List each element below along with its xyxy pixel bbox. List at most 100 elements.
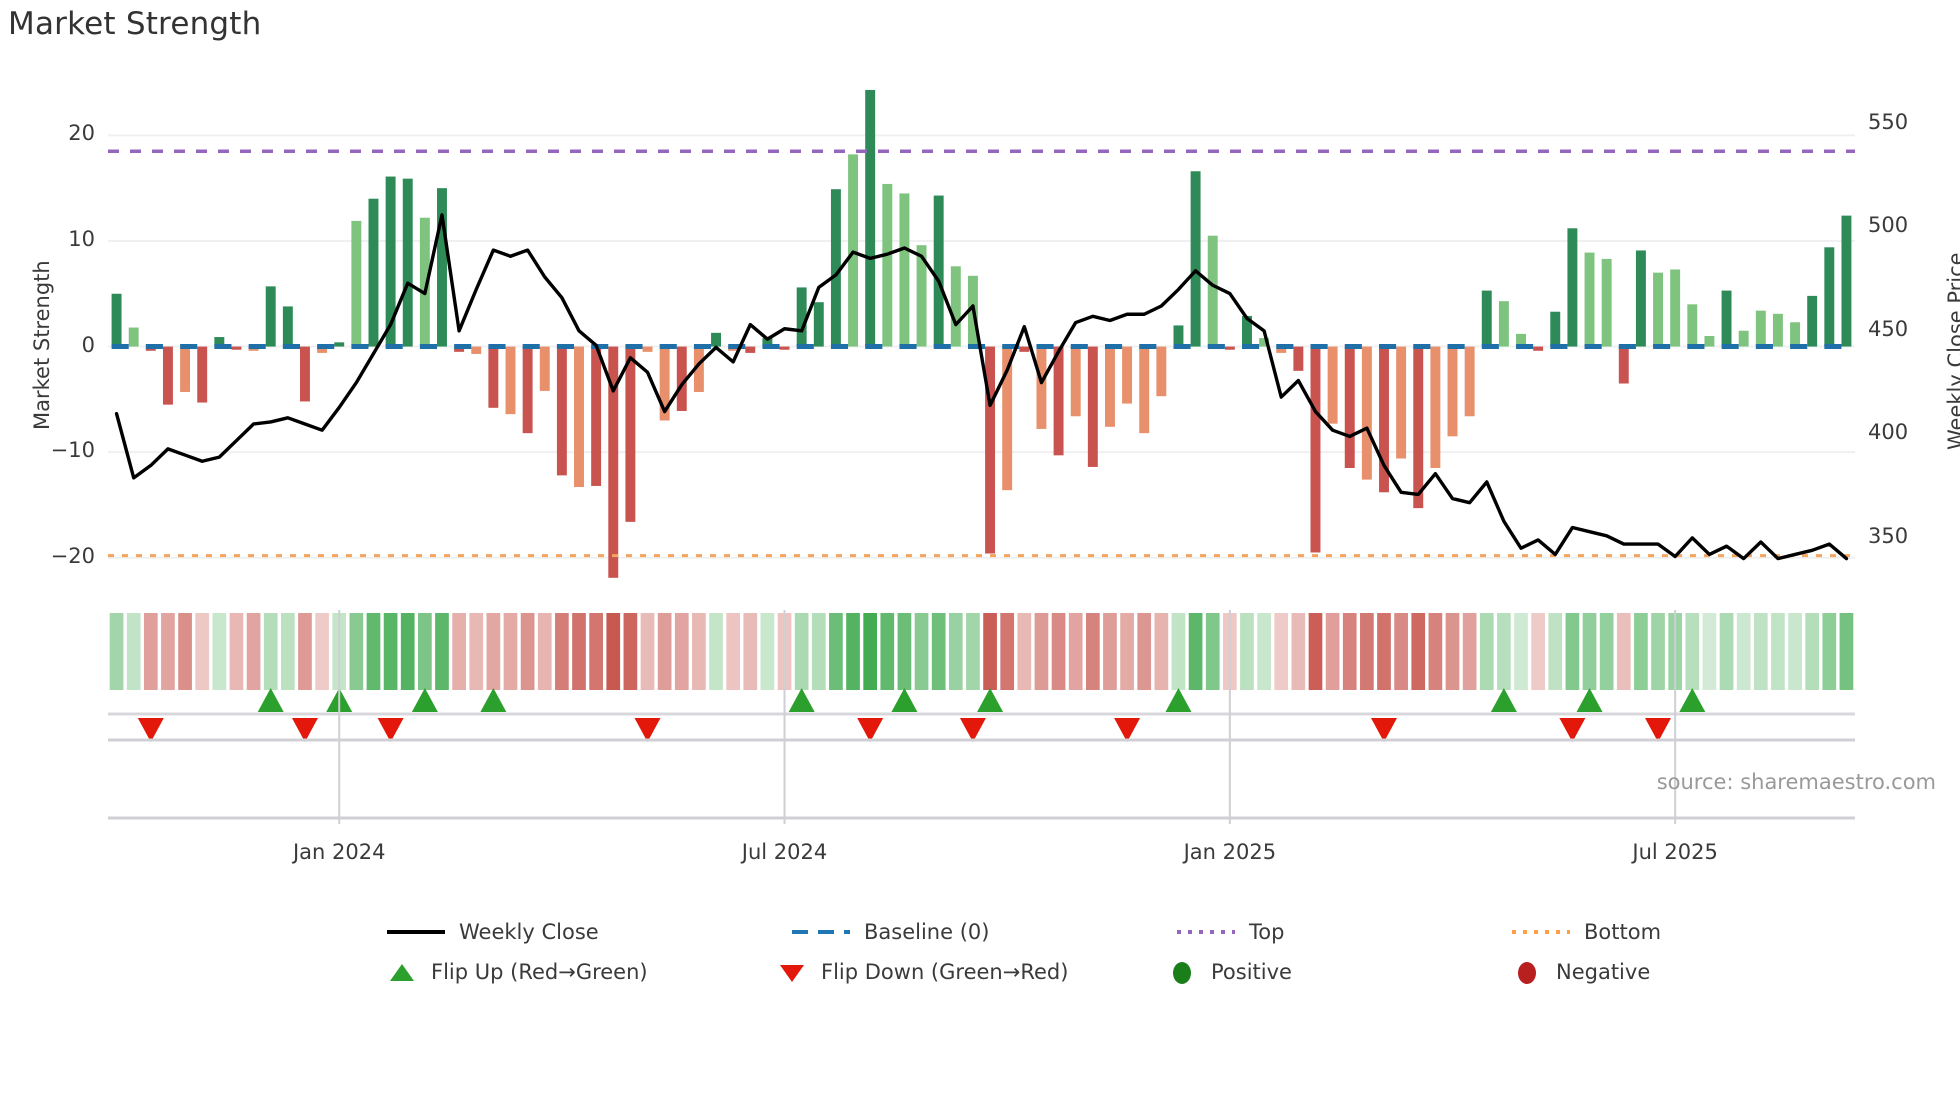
bar bbox=[1413, 346, 1424, 509]
heatmap-cell bbox=[863, 613, 878, 690]
bar bbox=[1635, 250, 1646, 347]
legend-item-dot[interactable]: Positive bbox=[1165, 960, 1292, 984]
heatmap-cell bbox=[657, 613, 672, 690]
marker-icon-dot bbox=[1165, 960, 1199, 984]
heatmap-cell bbox=[1308, 613, 1323, 690]
legend-item-label: Flip Up (Red→Green) bbox=[431, 960, 648, 984]
heatmap-cell bbox=[1085, 613, 1100, 690]
bar bbox=[830, 189, 841, 347]
heatmap-cell bbox=[1531, 613, 1545, 690]
heatmap-cell bbox=[1103, 613, 1117, 690]
chart-legend: Weekly Close Baseline (0) Top Bottom Flip U… bbox=[0, 920, 1960, 1030]
heatmap-cell bbox=[1736, 613, 1751, 690]
legend-item-triangle-down[interactable]: Flip Down (Green→Red) bbox=[775, 960, 1068, 984]
heatmap-cell bbox=[1514, 613, 1528, 690]
heatmap-cell bbox=[743, 613, 758, 690]
heatmap-cell bbox=[1188, 613, 1203, 690]
bar bbox=[1156, 346, 1167, 397]
heatmap-cell bbox=[1753, 613, 1768, 690]
heatmap-cell bbox=[1257, 613, 1271, 690]
heatmap-cell bbox=[1394, 613, 1408, 690]
heatmap-cell bbox=[1171, 613, 1186, 690]
flip-down-marker bbox=[137, 718, 164, 742]
bar bbox=[402, 178, 413, 347]
flip-down-marker bbox=[1370, 718, 1397, 742]
heatmap-cell bbox=[1017, 613, 1032, 690]
bar bbox=[471, 346, 482, 354]
heatmap-cell bbox=[1462, 613, 1477, 690]
legend-glyph-dot bbox=[1518, 962, 1536, 984]
flip-down-marker bbox=[634, 718, 661, 742]
legend-glyph-dot bbox=[1173, 962, 1191, 984]
bar bbox=[1036, 346, 1047, 429]
bar bbox=[505, 346, 516, 415]
heatmap-cell bbox=[983, 613, 997, 690]
bar bbox=[1653, 272, 1664, 347]
heatmap-cell bbox=[948, 613, 963, 690]
heatmap-cell bbox=[1771, 613, 1785, 690]
heatmap-cell bbox=[674, 613, 689, 690]
flip-up-marker bbox=[891, 688, 918, 712]
bar bbox=[385, 176, 396, 347]
heatmap-cell bbox=[1137, 613, 1152, 690]
heatmap-cell bbox=[1702, 613, 1717, 690]
strength-heatmap-strip bbox=[109, 613, 1854, 690]
bar bbox=[539, 346, 550, 391]
heatmap-cell bbox=[1479, 613, 1494, 690]
heatmap-cell bbox=[503, 613, 518, 690]
heatmap-cell bbox=[537, 613, 552, 690]
heatmap-cell bbox=[1548, 613, 1563, 690]
bar bbox=[1481, 290, 1492, 347]
heatmap-cell bbox=[1685, 613, 1700, 690]
y-axis-left-tick-label: 10 bbox=[68, 226, 95, 251]
bar bbox=[1276, 346, 1287, 353]
y-axis-right-label: Weekly Close Price bbox=[1944, 252, 1960, 450]
heatmap-cell bbox=[469, 613, 484, 690]
legend-item-line-dotted[interactable]: Top bbox=[1175, 920, 1284, 944]
bar bbox=[214, 337, 225, 347]
heatmap-cell bbox=[229, 613, 244, 690]
bar bbox=[488, 346, 499, 408]
y-axis-right-tick-label: 400 bbox=[1868, 420, 1909, 445]
heatmap-cell bbox=[1839, 613, 1854, 690]
bar bbox=[1738, 330, 1749, 347]
bar bbox=[711, 332, 721, 347]
bar bbox=[882, 183, 893, 347]
bar bbox=[368, 198, 379, 347]
heatmap-cell bbox=[400, 613, 415, 690]
heatmap-cell bbox=[1274, 613, 1289, 690]
bar bbox=[351, 220, 362, 347]
heatmap-cell bbox=[709, 613, 723, 690]
flip-down-marker bbox=[377, 718, 404, 742]
heatmap-cell bbox=[555, 613, 569, 690]
bar bbox=[813, 302, 824, 347]
flip-up-marker bbox=[1679, 688, 1706, 712]
bar bbox=[454, 346, 465, 352]
y-axis-left-tick-label: −20 bbox=[50, 543, 95, 568]
legend-item-line-dotted[interactable]: Bottom bbox=[1510, 920, 1661, 944]
legend-item-triangle-up[interactable]: Flip Up (Red→Green) bbox=[385, 960, 648, 984]
heatmap-cell bbox=[846, 613, 860, 690]
heatmap-cell bbox=[298, 613, 312, 690]
bar bbox=[1327, 346, 1338, 424]
heatmap-cell bbox=[1497, 613, 1511, 690]
legend-item-line-solid[interactable]: Weekly Close bbox=[385, 920, 599, 944]
legend-item-line-dashed[interactable]: Baseline (0) bbox=[790, 920, 989, 944]
bar bbox=[1841, 215, 1852, 347]
bar bbox=[693, 346, 704, 392]
flip-up-marker bbox=[1490, 688, 1517, 712]
x-axis-tick-label: Jan 2024 bbox=[292, 840, 386, 864]
x-axis-tick-label: Jul 2024 bbox=[741, 840, 828, 864]
bar bbox=[899, 193, 910, 347]
bar bbox=[1584, 252, 1595, 347]
bar bbox=[1259, 338, 1270, 347]
heatmap-cell bbox=[811, 613, 826, 690]
heatmap-cell bbox=[1565, 613, 1580, 690]
heatmap-cell bbox=[520, 613, 535, 690]
bar bbox=[1601, 258, 1612, 347]
flip-down-marker bbox=[959, 718, 986, 742]
y-axis-right-tick-label: 350 bbox=[1868, 523, 1909, 548]
legend-item-dot[interactable]: Negative bbox=[1510, 960, 1650, 984]
bar bbox=[608, 346, 619, 578]
